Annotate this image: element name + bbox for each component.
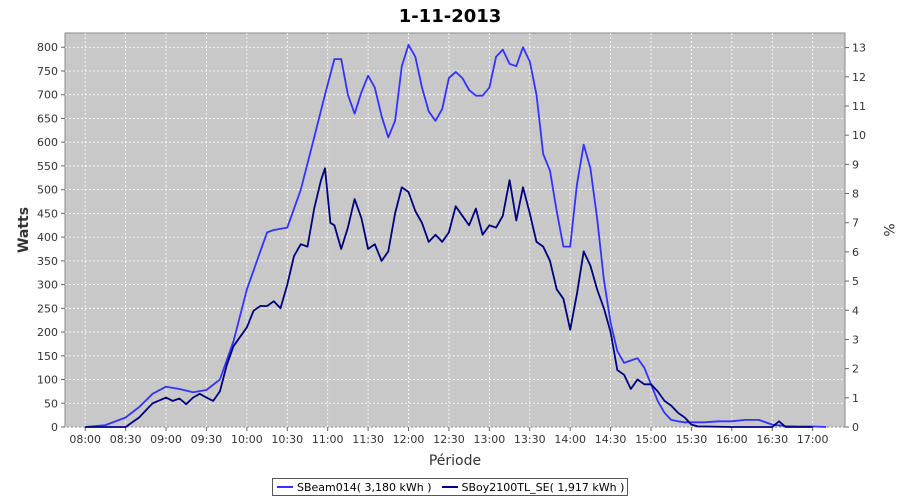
x-tick-label: 13:30 [514,433,546,446]
series-line-1 [85,44,827,428]
y-tick-label: 450 [37,207,58,220]
y-tick-label: 400 [37,231,58,244]
x-tick-label: 08:30 [110,433,142,446]
x-tick-label: 15:30 [676,433,708,446]
chart-title: 1-11-2013 [399,6,502,27]
y-tick-label: 150 [37,350,58,363]
y-tick-label: 300 [37,279,58,292]
y-tick-label: 350 [37,255,58,268]
x-tick-label: 14:00 [554,433,586,446]
series-line-2 [85,167,813,428]
y2-tick-label: 6 [852,246,859,259]
x-tick-label: 10:30 [271,433,303,446]
y-tick-label: 650 [37,112,58,125]
x-tick-label: 12:00 [393,433,425,446]
y2-axis-title: % [880,223,896,236]
y2-tick-label: 1 [852,392,859,405]
x-tick-label: 15:00 [635,433,667,446]
y-tick-label: 600 [37,136,58,149]
x-tick-label: 08:00 [69,433,101,446]
x-tick-label: 14:30 [595,433,627,446]
y2-tick-label: 0 [852,421,859,434]
legend-swatch-series-1 [277,486,293,488]
x-tick-label: 17:00 [797,433,829,446]
x-tick-label: 11:00 [312,433,344,446]
x-tick-label: 16:30 [756,433,788,446]
y-tick-label: 500 [37,184,58,197]
y-tick-label: 250 [37,302,58,315]
y-tick-label: 800 [37,41,58,54]
x-tick-label: 10:00 [231,433,263,446]
legend-item-series-1: SBeam014( 3,180 kWh ) [277,481,432,494]
y2-tick-label: 7 [852,217,859,230]
y2-tick-label: 10 [852,129,866,142]
y-axis-title: Watts [16,207,32,253]
x-axis-title: Période [429,453,481,469]
x-tick-label: 09:30 [191,433,223,446]
x-tick-label: 13:00 [474,433,506,446]
y-tick-label: 0 [51,421,58,434]
y2-tick-label: 13 [852,42,866,55]
y2-tick-label: 3 [852,333,859,346]
x-tick-label: 16:00 [716,433,748,446]
x-tick-label: 12:30 [433,433,465,446]
legend-item-series-2: SBoy2100TL_SE( 1,917 kWh ) [441,480,625,494]
legend-label-series-1: SBeam014( 3,180 kWh ) [297,480,432,494]
y-tick-label: 700 [37,89,58,102]
y-tick-label: 200 [37,326,58,339]
axes: 0501001502002503003504004505005506006507… [37,41,866,446]
legend: SBeam014( 3,180 kWh ) SBoy2100TL_SE( 1,9… [272,478,628,496]
y2-tick-label: 2 [852,363,859,376]
y2-tick-label: 12 [852,71,866,84]
y-tick-label: 50 [44,397,58,410]
y2-tick-label: 9 [852,158,859,171]
legend-swatch-series-2 [441,486,458,488]
legend-label-series-2: SBoy2100TL_SE( 1,917 kWh ) [461,480,625,494]
x-tick-label: 09:00 [150,433,182,446]
grid-lines [65,33,845,428]
y-tick-label: 750 [37,65,58,78]
y2-tick-label: 8 [852,188,859,201]
y2-tick-label: 4 [852,304,859,317]
y-tick-label: 550 [37,160,58,173]
y-tick-label: 100 [37,374,58,387]
y2-tick-label: 5 [852,275,859,288]
series-lines [85,44,827,428]
plot-area [64,32,846,428]
y2-tick-label: 11 [852,100,866,113]
x-tick-label: 11:30 [352,433,384,446]
